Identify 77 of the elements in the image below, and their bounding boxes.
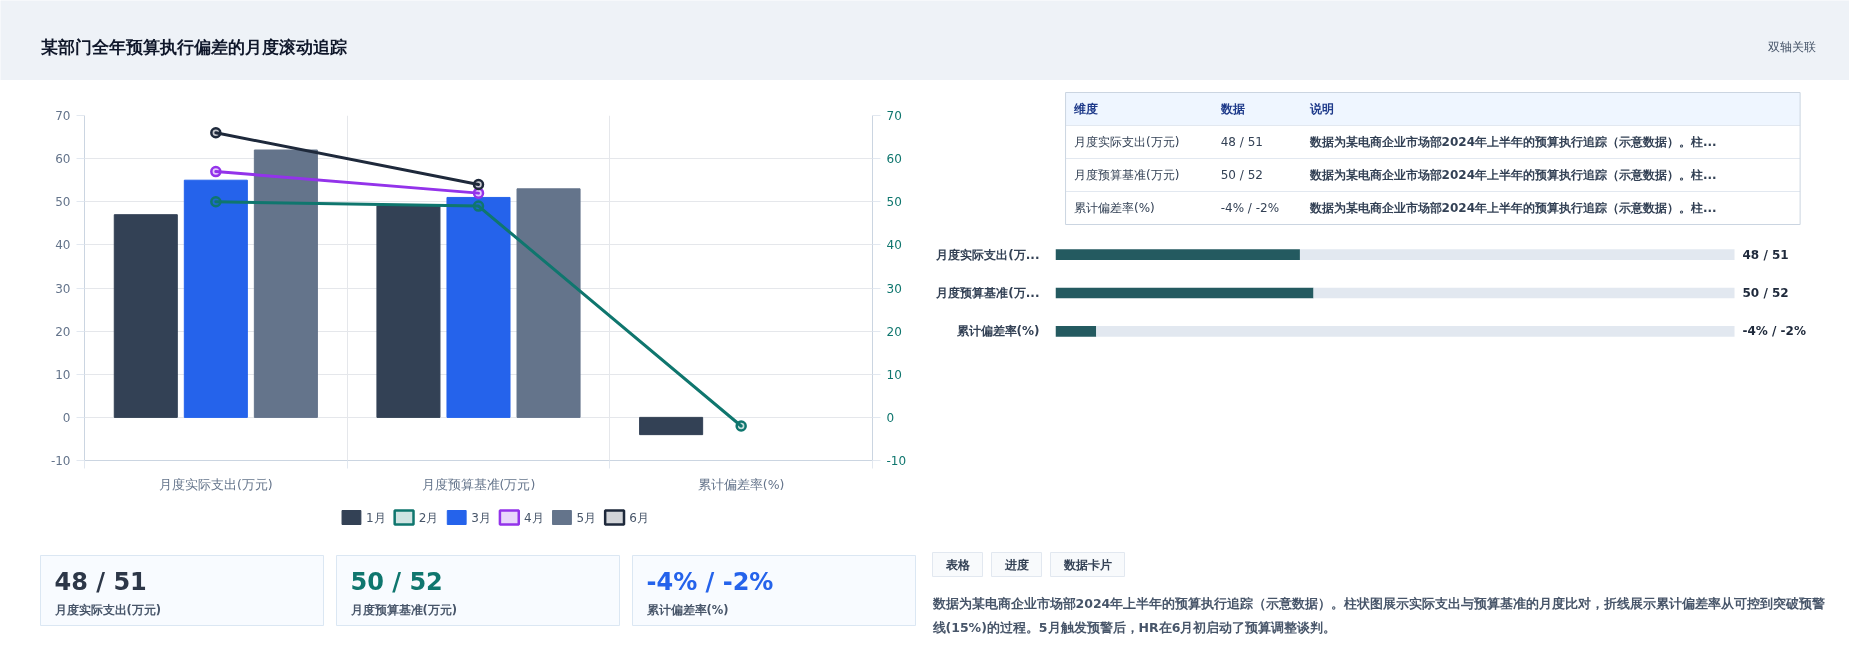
text: 维度	[1072, 102, 1098, 116]
bar	[516, 188, 581, 418]
point	[210, 165, 222, 178]
text: 月度实际支出(万元)	[1073, 135, 1180, 149]
text: 月度预算基准(万元)	[1073, 168, 1180, 182]
legend-label: 3月	[471, 510, 491, 525]
text: 累计偏差率(%)	[645, 602, 729, 617]
text: 48 / 51	[1220, 135, 1263, 149]
text: 进度	[1003, 557, 1029, 572]
y-tick-label: 累计偏差率(%)	[955, 324, 1040, 339]
legend-label: 2月	[418, 510, 439, 525]
text: 月度实际支出(万元)	[53, 602, 162, 617]
y-tick-label: 70	[55, 109, 71, 123]
text: 数据为某电商企业市场部2024年上半年的预算执行追踪（示意数据）。柱...	[1308, 168, 1717, 182]
bar	[183, 179, 248, 418]
text: 数据	[1219, 102, 1245, 116]
total-label: -4% / -2%	[1742, 324, 1806, 339]
bar	[1055, 325, 1097, 337]
point	[472, 178, 485, 191]
legend-label: 6月	[629, 510, 649, 525]
chart-title: 某部门全年预算执行偏差的月度滚动追踪	[39, 36, 347, 57]
bar	[113, 214, 178, 418]
bar	[1299, 249, 1735, 261]
y-tick-label: -10	[50, 454, 71, 468]
legend-label: 4月	[523, 510, 544, 525]
y-tick-label: 月度实际支出(万...	[935, 247, 1040, 262]
y-tick-label: 20	[55, 324, 71, 339]
total-label: 48 / 51	[1742, 247, 1789, 262]
total-label: 50 / 52	[1742, 286, 1789, 300]
text: 数据卡片	[1062, 557, 1112, 572]
y-tick-label: 40	[55, 238, 71, 253]
y2-tick-label: 0	[886, 410, 895, 425]
legend-label: 5月	[576, 510, 597, 525]
point	[472, 187, 485, 199]
bar	[446, 196, 511, 418]
point	[210, 127, 222, 139]
y-tick-label: 60	[55, 152, 71, 167]
text: 50 / 52	[1220, 168, 1263, 182]
x-tick-label: 月度实际支出(万元)	[158, 476, 273, 492]
y2-tick-label: 50	[886, 195, 902, 210]
text: 48 / 51	[54, 567, 147, 596]
text: -4% / -2%	[1220, 201, 1280, 215]
text: 说明	[1308, 102, 1334, 116]
text: 双轴关联	[1767, 39, 1816, 54]
y2-tick-label: 20	[886, 324, 902, 339]
point	[210, 196, 222, 208]
y-tick-label: 0	[62, 410, 71, 425]
text: 50 / 52	[350, 567, 443, 596]
point	[735, 420, 747, 432]
bar	[1055, 287, 1314, 299]
text: 数据为某电商企业市场部2024年上半年的预算执行追踪（示意数据）。柱...	[1308, 201, 1717, 215]
y2-tick-label: 60	[886, 152, 902, 167]
bar	[1096, 325, 1735, 337]
text: 月度预算基准(万元)	[349, 602, 458, 617]
bar	[1313, 287, 1735, 299]
y-tick-label: 30	[55, 281, 71, 296]
bar	[639, 416, 704, 436]
y2-tick-label: 30	[886, 281, 902, 296]
y2-tick-label: 10	[886, 367, 902, 382]
text: 累计偏差率(%)	[1073, 201, 1155, 215]
x-tick-label: 月度预算基准(万元)	[421, 476, 536, 492]
y-tick-label: 50	[55, 195, 71, 210]
bar	[1055, 249, 1300, 261]
y-tick-label: 10	[55, 367, 71, 382]
text: 数据为某电商企业市场部2024年上半年的预算执行追踪（示意数据）。柱...	[1308, 135, 1717, 149]
bar	[253, 149, 318, 418]
text: 数据为某电商企业市场部2024年上半年的预算执行追踪（示意数据）。柱状图展示实际支出与预算基准的月度比对，折线展示累计偏差率从可控到突破预警线(15%)的过程。5月触发预警后，HR在6月初启动了预算调整谈判。	[931, 595, 1826, 635]
text: 表格	[944, 557, 971, 572]
y2-tick-label: 40	[886, 238, 902, 253]
bar	[376, 205, 441, 418]
x-tick-label: 累计偏差率(%)	[697, 476, 785, 492]
text: -4% / -2%	[646, 567, 774, 596]
point	[472, 200, 485, 212]
legend-label: 1月	[366, 510, 386, 525]
y2-tick-label: -10	[886, 454, 907, 468]
y2-tick-label: 70	[886, 109, 902, 123]
y-tick-label: 月度预算基准(万...	[935, 286, 1040, 300]
